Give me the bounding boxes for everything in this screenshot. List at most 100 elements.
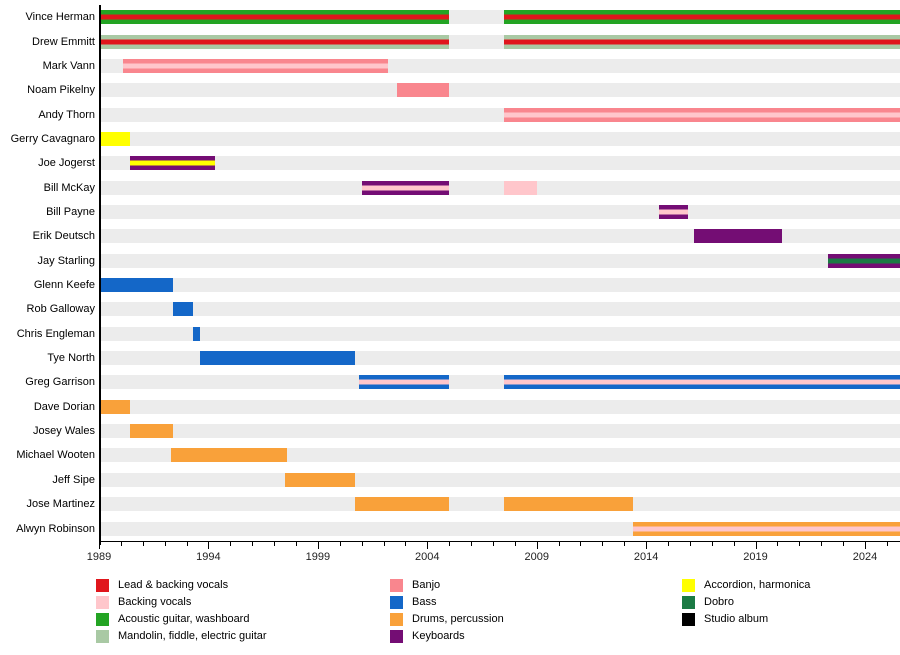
member-name-label: Jose Martinez [26, 498, 95, 511]
member-track [99, 497, 900, 512]
axis-tick [339, 542, 341, 546]
axis-tick [711, 542, 713, 546]
member-row: Drew Emmitt [0, 29, 900, 53]
axis-tick [317, 542, 319, 549]
axis-tick [821, 542, 823, 546]
timeline-bar [99, 131, 130, 146]
legend-color-swatch [682, 612, 695, 626]
axis-tick [492, 542, 494, 546]
member-track [99, 472, 900, 487]
timeline-bar [503, 497, 633, 512]
axis-year-label: 2009 [524, 551, 549, 563]
timeline-bar [99, 10, 450, 25]
legend-label: Acoustic guitar, washboard [118, 613, 250, 625]
member-track [99, 34, 900, 49]
member-name-label: Mark Vann [42, 59, 95, 72]
legend-label: Lead & backing vocals [118, 579, 229, 591]
legend-item: Accordion, harmonica [682, 578, 810, 592]
axis-tick [646, 542, 648, 549]
axis-tick [799, 542, 801, 546]
legend-item: Mandolin, fiddle, electric guitar [96, 629, 267, 643]
axis-tick [536, 542, 538, 549]
axis-tick [383, 542, 385, 546]
member-row: Mark Vann [0, 54, 900, 78]
timeline-bar [503, 107, 900, 122]
axis-tick [405, 542, 407, 546]
legend-color-swatch [682, 595, 695, 609]
legend-color-swatch [96, 595, 109, 609]
legend-item: Acoustic guitar, washboard [96, 612, 249, 626]
member-name-label: Dave Dorian [33, 400, 95, 413]
member-name-label: Noam Pikelny [27, 84, 95, 97]
member-row: Joe Jogerst [0, 151, 900, 175]
axis-tick [186, 542, 188, 546]
axis-tick [120, 542, 122, 546]
member-row: Dave Dorian [0, 395, 900, 419]
axis-year-label: 2014 [633, 551, 659, 563]
legend-item: Keyboards [390, 629, 465, 643]
member-track [99, 253, 900, 268]
timeline-bar [171, 448, 288, 463]
member-row: Noam Pikelny [0, 78, 900, 102]
axis-tick [864, 542, 866, 549]
member-name-label: Drew Emmitt [32, 35, 95, 48]
timeline-bar [694, 229, 782, 244]
member-name-label: Chris Engleman [16, 327, 95, 340]
member-row: Greg Garrison [0, 370, 900, 394]
axis-tick [843, 542, 845, 546]
member-row: Josey Wales [0, 419, 900, 443]
member-track [99, 278, 900, 293]
member-name-label: Alwyn Robinson [16, 522, 95, 535]
member-row: Jay Starling [0, 249, 900, 273]
member-name-label: Michael Wooten [16, 449, 95, 462]
axis-tick [624, 542, 626, 546]
axis-year-label: 1989 [86, 551, 112, 563]
axis-year-label: 2004 [415, 551, 440, 563]
axis-tick [755, 542, 757, 549]
timeline-bar [129, 156, 215, 171]
legend-label: Backing vocals [118, 596, 192, 608]
axis-year-label: 1999 [305, 551, 331, 563]
member-track [99, 83, 900, 98]
legend-color-swatch [390, 629, 403, 643]
axis-tick [230, 542, 232, 546]
axis-tick [471, 542, 473, 546]
timeline-bar [193, 326, 200, 341]
axis-tick [558, 542, 560, 546]
axis-tick [886, 542, 888, 546]
member-name-label: Joe Jogerst [38, 157, 95, 170]
timeline-bar [659, 204, 688, 219]
y-axis-line [99, 5, 101, 545]
axis-tick [427, 542, 429, 549]
member-row: Bill McKay [0, 175, 900, 199]
timeline-bar [503, 375, 900, 390]
legend-label: Banjo [412, 579, 441, 591]
member-track [99, 229, 900, 244]
member-name-label: Gerry Cavagnaro [10, 132, 95, 145]
legend-item: Backing vocals [96, 595, 191, 609]
member-name-label: Greg Garrison [25, 376, 95, 389]
member-track [99, 375, 900, 390]
timeline-bar [503, 180, 537, 195]
axis-tick [164, 542, 166, 546]
axis-year-label: 1994 [196, 551, 221, 563]
legend-color-swatch [96, 578, 109, 592]
legend-color-swatch [390, 578, 403, 592]
axis-tick [602, 542, 604, 546]
legend-item: Bass [390, 595, 436, 609]
legend-item: Drums, percussion [390, 612, 504, 626]
legend-label: Studio album [704, 613, 769, 625]
axis-tick [689, 542, 691, 546]
member-name-label: Tye North [47, 352, 95, 365]
legend-item: Lead & backing vocals [96, 578, 228, 592]
timeline-bar [632, 521, 900, 536]
timeline-bar [359, 375, 450, 390]
member-track [99, 399, 900, 414]
member-track [99, 326, 900, 341]
axis-tick [449, 542, 451, 546]
timeline-bar [173, 302, 194, 317]
timeline-bar [361, 180, 450, 195]
legend-label: Keyboards [412, 630, 465, 642]
timeline-bar [99, 34, 450, 49]
